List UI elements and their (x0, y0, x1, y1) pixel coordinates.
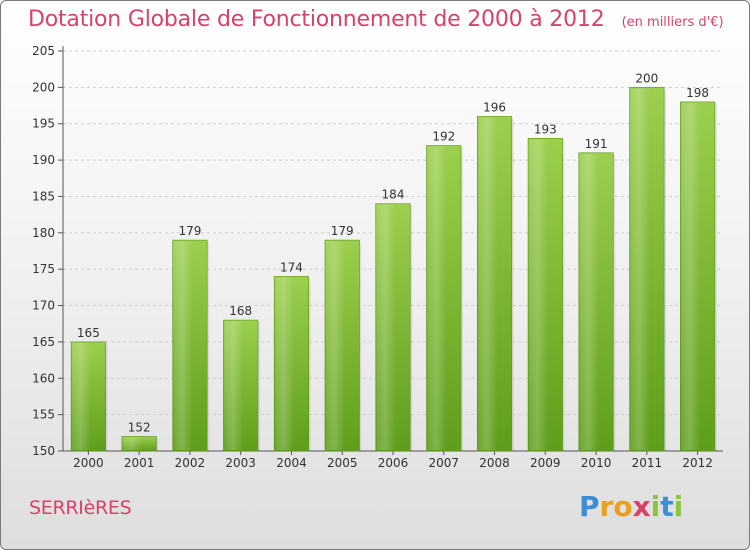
title-row: Dotation Globale de Fonctionnement de 20… (28, 7, 724, 32)
y-tick-label-195: 195 (32, 117, 55, 131)
bar-highlight-2001 (122, 437, 142, 450)
chart-subtitle: (en milliers d'€) (621, 15, 724, 30)
y-tick-label-155: 155 (32, 408, 55, 422)
logo-letter-3: x (632, 490, 651, 523)
bar-highlight-2006 (376, 204, 396, 450)
value-label-2008: 196 (483, 100, 506, 114)
logo-letter-6: i (673, 490, 684, 523)
y-tick-label-175: 175 (32, 262, 55, 276)
y-tick-label-150: 150 (32, 444, 55, 458)
x-tick-label-2002: 2002 (175, 456, 206, 470)
value-label-2004: 174 (280, 260, 303, 274)
value-label-2010: 191 (585, 137, 608, 151)
y-tick-label-165: 165 (32, 335, 55, 349)
bar-highlight-2002 (173, 241, 193, 450)
bar-highlight-2012 (681, 102, 701, 450)
value-label-2001: 152 (128, 420, 151, 434)
bar-highlight-2008 (478, 117, 498, 451)
chart-title: Dotation Globale de Fonctionnement de 20… (28, 7, 605, 32)
x-tick-label-2010: 2010 (581, 456, 612, 470)
value-label-2009: 193 (534, 122, 557, 136)
x-tick-label-2011: 2011 (632, 456, 663, 470)
bar-highlight-2009 (529, 139, 549, 451)
x-tick-label-2007: 2007 (428, 456, 459, 470)
value-label-2000: 165 (77, 326, 100, 340)
value-label-2006: 184 (382, 188, 405, 202)
y-tick-label-170: 170 (32, 299, 55, 313)
bar-highlight-2005 (325, 241, 345, 450)
x-tick-label-2006: 2006 (378, 456, 409, 470)
x-tick-label-2004: 2004 (276, 456, 307, 470)
bar-highlight-2004 (275, 277, 295, 450)
bar-highlight-2010 (579, 153, 599, 450)
labels: 150 155 160 165 170 175 180 185 190 195 200 205 165 2… (32, 44, 713, 470)
value-label-2007: 192 (432, 130, 455, 144)
value-label-2003: 168 (229, 304, 252, 318)
logo-letter-5: t (660, 490, 674, 523)
value-label-2011: 200 (635, 71, 658, 85)
logo-letter-4: i (650, 490, 661, 523)
bar-highlight-2011 (630, 88, 650, 450)
y-tick-label-160: 160 (32, 371, 55, 385)
bars (70, 87, 717, 452)
y-tick-label-200: 200 (32, 80, 55, 94)
y-tick-label-185: 185 (32, 189, 55, 203)
y-tick-label-205: 205 (32, 44, 55, 58)
x-tick-label-2001: 2001 (124, 456, 155, 470)
x-tick-label-2000: 2000 (73, 456, 104, 470)
bar-highlight-2000 (72, 342, 92, 450)
x-tick-label-2008: 2008 (479, 456, 510, 470)
x-tick-label-2012: 2012 (682, 456, 713, 470)
x-tick-label-2005: 2005 (327, 456, 358, 470)
y-tick-label-180: 180 (32, 226, 55, 240)
x-tick-label-2009: 2009 (530, 456, 561, 470)
bar-highlight-2003 (224, 321, 244, 450)
x-tick-label-2003: 2003 (225, 456, 256, 470)
y-tick-label-190: 190 (32, 153, 55, 167)
bar-highlight-2007 (427, 146, 447, 450)
logo-letter-0: P (579, 490, 600, 523)
logo-letter-2: o (613, 490, 633, 523)
proxiti-logo: Proxiti (579, 490, 683, 523)
logo-letter-1: r (599, 490, 614, 523)
value-label-2005: 179 (331, 224, 354, 238)
value-label-2002: 179 (178, 224, 201, 238)
commune-name: SERRIèRES (29, 497, 132, 519)
value-label-2012: 198 (686, 86, 709, 100)
